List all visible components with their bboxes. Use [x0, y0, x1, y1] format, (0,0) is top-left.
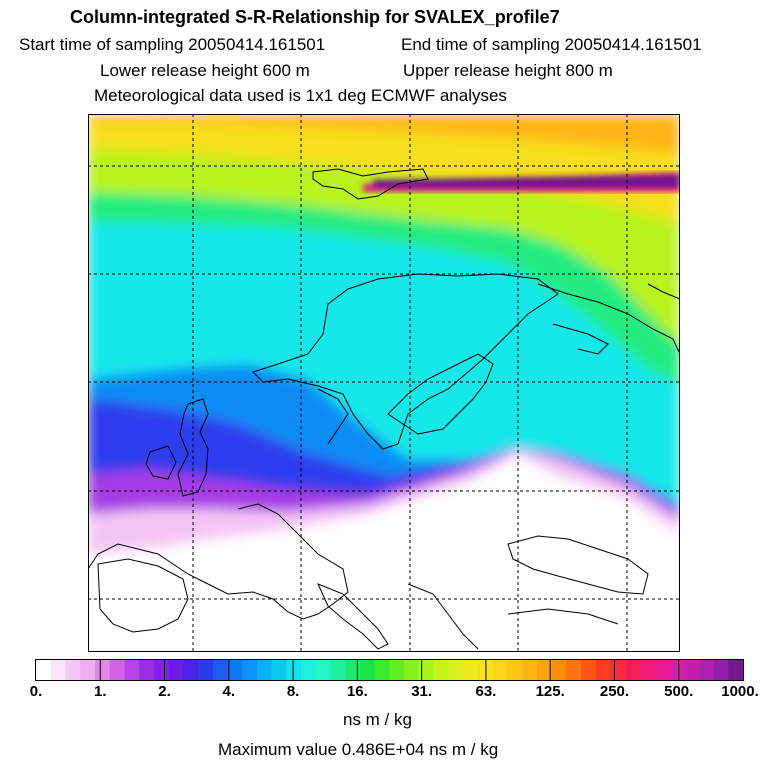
colorbar-cell	[669, 660, 685, 680]
colorbar-tick-label: 1000.	[721, 683, 759, 700]
colorbar-cell	[36, 660, 52, 680]
balkans-coast	[407, 583, 479, 650]
colorbar-cell	[433, 660, 450, 680]
colorbar-cell	[212, 660, 229, 680]
colorbar-cell	[639, 660, 656, 680]
colorbar-cell	[139, 660, 155, 680]
colorbar-cell	[256, 660, 273, 680]
start-time-label: Start time of sampling 20050414.161501	[19, 35, 326, 54]
colorbar-cell	[595, 660, 612, 680]
colorbar-cell	[153, 660, 170, 680]
great-britain-outline	[177, 398, 209, 497]
end-time-label: End time of sampling 20050414.161501	[401, 35, 702, 54]
colorbar-cell	[301, 660, 317, 680]
chart-title: Column-integrated S-R-Relationship for S…	[70, 7, 560, 27]
colorbar-cell	[183, 660, 199, 680]
colorbar-tick-label: 125.	[535, 683, 565, 700]
colorbar-cell	[580, 660, 597, 680]
colorbar-cell	[566, 660, 582, 680]
colorbar-cell	[492, 660, 508, 680]
colorbar-cell	[625, 660, 641, 680]
colorbar-tick-label: 2.	[158, 683, 171, 700]
russia-north-coast	[537, 283, 680, 355]
upper-release-label: Upper release height 800 m	[403, 61, 613, 80]
colorbar-unit-label: ns m / kg	[343, 710, 412, 729]
denmark-outline	[317, 388, 349, 445]
colorbar-cell	[50, 660, 67, 680]
map-frame	[88, 114, 680, 652]
svalbard-trail	[363, 172, 680, 192]
colorbar-tick-label: 250.	[599, 683, 630, 700]
band-yellow	[88, 114, 680, 224]
band-orange	[88, 114, 680, 154]
white-sea	[552, 323, 609, 355]
colorbar-cell	[286, 660, 302, 680]
colorbar-cell	[610, 660, 626, 680]
colorbar-tick-label: 31.	[411, 683, 433, 700]
colorbar-cell	[198, 660, 214, 680]
colorbar-cell	[330, 660, 346, 680]
grid-lines	[88, 114, 680, 652]
continental-coast	[88, 503, 349, 620]
colorbar-cell	[94, 660, 111, 680]
colorbar-cell	[522, 660, 538, 680]
colorbar-cell	[315, 660, 332, 680]
iberia-outline	[97, 558, 189, 633]
colorbar-cell	[463, 660, 479, 680]
colorbar-cell	[360, 660, 376, 680]
colorbar-cell	[345, 660, 361, 680]
ireland-outline	[145, 445, 177, 480]
colorbar-cell	[80, 660, 96, 680]
anatolia-coast	[507, 608, 619, 625]
colorbar-cell	[713, 660, 729, 680]
colorbar-tick-label: 0.	[29, 683, 43, 700]
colorbar-cell	[536, 660, 553, 680]
colorbar-tick-label: 63.	[475, 683, 497, 700]
colorbar-cell	[418, 660, 435, 680]
colorbar-dividers	[99, 660, 680, 680]
colorbar-tick-label: 1.	[94, 683, 107, 700]
colorbar-cell	[448, 660, 464, 680]
colorbar-cell	[65, 660, 81, 680]
colorbar	[35, 659, 744, 681]
colorbar-cell	[698, 660, 715, 680]
colorbar-cell	[654, 660, 670, 680]
colorbar-cell	[109, 660, 125, 680]
colorbar-cell	[684, 660, 700, 680]
colorbar-tick-label: 8.	[286, 683, 300, 700]
colorbar-cell	[227, 660, 243, 680]
colorbar-cell	[551, 660, 567, 680]
colorbar-cell	[168, 660, 184, 680]
met-data-label: Meteorological data used is 1x1 deg ECMW…	[94, 86, 507, 105]
colorbar-cell	[404, 660, 420, 680]
map-panel	[88, 114, 680, 652]
italy-outline	[317, 583, 389, 650]
colorbar-cells	[36, 660, 744, 680]
colorbar-cell	[728, 660, 744, 680]
black-sea-outline	[507, 535, 649, 595]
colorbar-cell	[507, 660, 523, 680]
colorbar-cell	[374, 660, 391, 680]
colorbar-tick-label: 4.	[222, 683, 236, 700]
colorbar-cell	[124, 660, 140, 680]
colorbar-frame	[35, 659, 744, 681]
novaya-zemlya	[647, 283, 680, 300]
colorbar-cell	[389, 660, 405, 680]
colorbar-cell	[242, 660, 258, 680]
field-bands	[88, 114, 680, 554]
svalbard-outline	[312, 168, 429, 200]
max-value-label: Maximum value 0.486E+04 ns m / kg	[218, 740, 499, 759]
colorbar-tick-label: 16.	[346, 683, 368, 700]
colorbar-cell	[271, 660, 287, 680]
heatmap-plot	[88, 114, 680, 652]
colorbar-tick-label: 500.	[664, 683, 694, 700]
lower-release-label: Lower release height 600 m	[100, 61, 310, 80]
